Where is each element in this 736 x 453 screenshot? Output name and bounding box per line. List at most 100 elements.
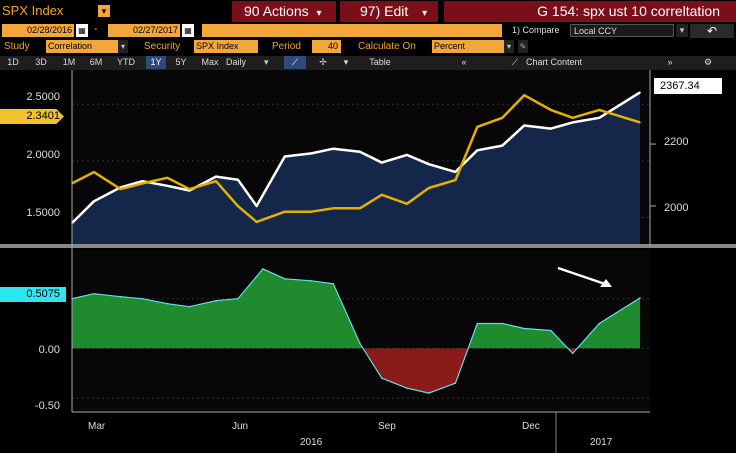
corr-point [237, 297, 239, 300]
yield-point [406, 203, 408, 205]
ticker-label[interactable]: SPX Index [2, 3, 64, 18]
chevron-down-icon[interactable]: ▾ [676, 24, 688, 37]
spx-point [639, 91, 641, 94]
corr-point [141, 297, 144, 300]
study-row: Study Correlation ▾ Security SPX Index P… [0, 40, 736, 54]
corr-point [166, 302, 169, 305]
actions-menu-button[interactable]: 90 Actions ▾ [232, 1, 336, 22]
x-month-label: Jun [232, 421, 249, 432]
expand-right-icon[interactable]: » [667, 57, 673, 67]
range-max-button[interactable]: Max [201, 57, 219, 67]
calculate-on-label: Calculate On [358, 41, 416, 52]
corr-point [119, 295, 122, 298]
yield-point [215, 180, 217, 182]
security-field[interactable]: SPX Index [194, 40, 258, 53]
chevron-down-icon[interactable]: ▾ [343, 57, 349, 67]
chart-settings-icon[interactable]: ⟋ [511, 57, 519, 67]
calendar-icon[interactable]: ▦ [182, 24, 194, 37]
crosshair-icon[interactable]: ✢ [319, 57, 327, 67]
date-range-bar [202, 24, 502, 37]
spx-point [237, 178, 239, 181]
top-bar: SPX Index ▾ 90 Actions ▾ 97) Edit ▾ G 15… [0, 0, 736, 23]
frequency-select[interactable]: Daily [226, 56, 262, 69]
corr-point [188, 305, 191, 308]
corr-line [71, 268, 641, 394]
range-1m-button[interactable]: 1M [62, 57, 76, 67]
upper-left-tick: 2.0000 [26, 149, 60, 161]
line-chart-icon[interactable]: ⟋ [284, 56, 306, 69]
range-5y-button[interactable]: 5Y [175, 57, 187, 67]
range-3d-button[interactable]: 3D [35, 57, 47, 67]
toolbar: 1D 3D 1M 6M YTD 1Y 5Y Max Daily ▾ ⟋ ✢ ▾ … [0, 56, 736, 70]
corr-point [427, 392, 430, 394]
spx-point [406, 154, 408, 156]
yield-point [639, 121, 641, 124]
chart-content-button[interactable]: Chart Content [526, 57, 583, 67]
spx-point [476, 149, 479, 152]
gear-icon[interactable]: ⚙ [703, 57, 713, 67]
x-month-label: Sep [378, 421, 396, 432]
range-6m-button[interactable]: 6M [89, 57, 103, 67]
lower-left-tick: -0.50 [34, 400, 60, 412]
chevron-down-icon[interactable]: ▾ [264, 57, 269, 67]
compare-select[interactable]: Local CCY [570, 24, 674, 37]
study-select[interactable]: Correlation [46, 40, 118, 53]
spx-point [166, 185, 169, 187]
period-label: Period [272, 41, 301, 52]
edit-menu-button[interactable]: 97) Edit ▾ [340, 1, 438, 22]
corr-point [598, 322, 601, 325]
calculate-on-select[interactable]: Percent [432, 40, 504, 53]
collapse-left-icon[interactable]: « [461, 57, 467, 67]
range-ytd-button[interactable]: YTD [117, 57, 135, 67]
spx-point [427, 163, 430, 165]
spx-point [255, 205, 258, 207]
upper-left-tick: 1.5000 [26, 207, 60, 219]
spx-point [381, 161, 383, 164]
corr-point [215, 299, 217, 302]
calendar-icon[interactable]: ▦ [76, 24, 88, 37]
corr-point [262, 268, 264, 270]
yield-point [93, 171, 95, 173]
corr-positive-area [72, 268, 640, 349]
chevron-down-icon[interactable]: ▾ [118, 40, 128, 53]
corr-point [639, 297, 641, 299]
upper-marks [71, 91, 641, 247]
spx-line [71, 91, 641, 224]
corr-point [359, 342, 361, 345]
annotation-arrow [557, 266, 612, 287]
start-date-field[interactable]: 02/28/2016 [2, 24, 74, 37]
spx-point [93, 200, 95, 203]
back-arrow-icon[interactable]: ↶ [690, 24, 734, 38]
corr-point [93, 292, 95, 295]
chevron-down-icon[interactable]: ▾ [504, 40, 514, 53]
lower-marks [71, 268, 641, 394]
x-year-label: 2016 [300, 437, 323, 448]
yield-point [427, 187, 430, 189]
ticker-dropdown-icon[interactable]: ▾ [98, 5, 110, 17]
chart-svg [0, 70, 736, 453]
yield-point [332, 207, 335, 210]
corr-point [332, 283, 335, 285]
spx-point [550, 127, 552, 130]
spx-point [284, 155, 286, 158]
compare-label: 1) Compare [512, 25, 560, 35]
edit-label: 97) Edit [360, 3, 409, 19]
yield-point [166, 176, 169, 179]
yield-point [255, 221, 258, 223]
spx-point [501, 144, 504, 147]
pane-divider[interactable] [0, 244, 736, 248]
corr-point [381, 377, 383, 379]
period-field[interactable]: 40 [312, 40, 341, 53]
corr-last-value-tag: 0.5075 [0, 287, 66, 302]
range-1d-button[interactable]: 1D [7, 57, 19, 67]
table-button[interactable]: Table [369, 57, 391, 67]
lower-left-tick: 0.00 [38, 344, 60, 356]
edit-pencil-icon[interactable]: ✎ [518, 40, 528, 53]
corr-point [476, 322, 479, 325]
range-1y-button[interactable]: 1Y [146, 56, 166, 69]
yield-point [188, 188, 191, 190]
corr-point [571, 352, 574, 355]
end-date-field[interactable]: 02/27/2017 [108, 24, 180, 37]
upper-left-tick: 2.5000 [26, 91, 60, 103]
corr-point [454, 382, 457, 384]
